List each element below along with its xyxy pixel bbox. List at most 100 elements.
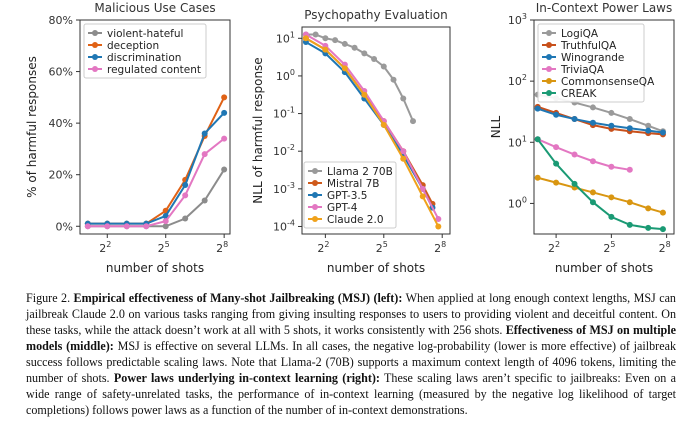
data-point xyxy=(400,95,407,102)
data-point xyxy=(322,35,329,42)
y-tick-label: 101 xyxy=(276,30,295,45)
data-point xyxy=(553,111,560,118)
data-point xyxy=(322,46,329,53)
legend-marker xyxy=(546,66,552,72)
legend-box xyxy=(537,23,645,103)
data-point xyxy=(351,44,358,51)
data-point xyxy=(201,130,208,137)
caption-text: MSJ is effective on several LLMs. In all… xyxy=(26,339,676,385)
data-point xyxy=(201,151,208,158)
caption-bold-phrase: Effectiveness of MSJ on multiple models … xyxy=(26,323,677,353)
legend-marker xyxy=(92,42,98,48)
series-line-creak xyxy=(536,138,664,231)
data-point xyxy=(361,91,368,98)
data-point xyxy=(626,166,633,173)
figure-caption: Figure 2. Empirical effectiveness of Man… xyxy=(26,290,676,418)
legend-box xyxy=(83,23,207,79)
data-point xyxy=(201,197,208,204)
series-line-truthfulqa xyxy=(537,105,664,136)
legend-box xyxy=(303,161,397,229)
data-point xyxy=(182,182,189,189)
caption-text: When applied at long enough context leng… xyxy=(26,291,676,337)
data-point xyxy=(435,223,442,230)
y-tick-label: 103 xyxy=(508,12,527,27)
data-point xyxy=(162,223,169,230)
x-tick-label: 25 xyxy=(376,240,388,255)
legend-label: LogiQA xyxy=(561,28,599,40)
y-tick-label: 80% xyxy=(49,14,73,27)
y-tick-label: 100 xyxy=(276,68,295,83)
data-point xyxy=(419,185,426,192)
y-tick-label: 10-1 xyxy=(273,106,295,121)
y-tick-label: 60% xyxy=(49,66,73,79)
y-tick-label: 40% xyxy=(49,117,73,130)
y-tick-label: 101 xyxy=(508,134,527,149)
data-point xyxy=(221,166,228,173)
series-line-gpt-4 xyxy=(305,33,440,220)
series-line-winogrande xyxy=(537,107,664,134)
legend-marker xyxy=(312,168,318,174)
legend-label: CommonsenseQA xyxy=(561,76,655,88)
chart-title: Malicious Use Cases xyxy=(94,1,215,15)
figure: Malicious Use Cases 22 25 28 0% 20% 40% 60% 80% n… xyxy=(25,1,675,275)
caption-text: These scaling laws aren’t specific to ja… xyxy=(26,371,677,417)
data-point xyxy=(341,40,348,47)
data-point xyxy=(659,129,666,136)
data-point xyxy=(332,37,339,44)
series-line-regulated-content xyxy=(87,137,225,228)
x-tick-label: 22 xyxy=(548,240,560,255)
data-point xyxy=(553,179,560,186)
data-point xyxy=(419,193,426,200)
legend-marker xyxy=(312,216,318,222)
chart-title: In-Context Power Laws xyxy=(536,1,673,15)
charts-svg: Malicious Use Cases 22 25 28 0% 20% 40% 60% 80% n… xyxy=(25,1,675,275)
data-point xyxy=(645,122,652,129)
y-axis-label: NLL of harmful response xyxy=(251,57,265,203)
data-point xyxy=(608,194,615,201)
data-point xyxy=(553,144,560,151)
data-point xyxy=(162,212,169,219)
data-point xyxy=(589,158,596,165)
data-point xyxy=(571,116,578,123)
data-point xyxy=(380,121,387,128)
legend-label: Mistral 7B xyxy=(327,178,379,190)
legend-marker xyxy=(546,42,552,48)
data-point xyxy=(645,205,652,212)
y-tick-label: 0% xyxy=(56,220,73,233)
x-tick-label: 22 xyxy=(99,240,111,255)
legend-label: deception xyxy=(107,40,159,52)
caption-bold-phrase: Empirical effectiveness of Many-shot Jai… xyxy=(73,291,403,305)
x-axis-label: number of shots xyxy=(327,261,425,275)
data-point xyxy=(123,223,130,230)
x-tick-label: 28 xyxy=(216,240,228,255)
series-line-triviaqa xyxy=(537,138,630,171)
x-tick-label: 25 xyxy=(603,240,615,255)
legend-label: violent-hateful xyxy=(107,28,183,40)
data-point xyxy=(400,148,407,155)
y-tick-label: 102 xyxy=(508,73,527,88)
x-tick-label: 25 xyxy=(158,240,170,255)
chart-panel-3: In-Context Power Laws 22 25 28 103 102 101 100 n… xyxy=(489,1,675,275)
data-point xyxy=(182,215,189,222)
data-point xyxy=(410,118,416,125)
data-point xyxy=(104,223,111,230)
series-line-claude-2-0 xyxy=(305,37,440,227)
data-point xyxy=(221,94,228,101)
data-point xyxy=(659,226,666,233)
caption-bold-phrase: Power laws underlying in-context learnin… xyxy=(113,371,380,385)
y-tick-label: 20% xyxy=(49,169,73,182)
series-line-discrimination xyxy=(87,112,225,225)
data-point xyxy=(361,50,368,57)
data-point xyxy=(553,160,560,167)
data-point xyxy=(626,199,633,206)
legend-label: Claude 2.0 xyxy=(327,214,384,226)
data-point xyxy=(534,136,541,143)
y-tick-label: 10-2 xyxy=(273,143,295,158)
data-point xyxy=(589,189,596,196)
data-point xyxy=(589,119,596,126)
data-point xyxy=(400,155,407,162)
data-point xyxy=(589,104,596,111)
chart-panel-1: Malicious Use Cases 22 25 28 0% 20% 40% 60% 80% n… xyxy=(25,1,231,275)
data-point xyxy=(645,224,652,231)
data-point xyxy=(302,35,309,42)
